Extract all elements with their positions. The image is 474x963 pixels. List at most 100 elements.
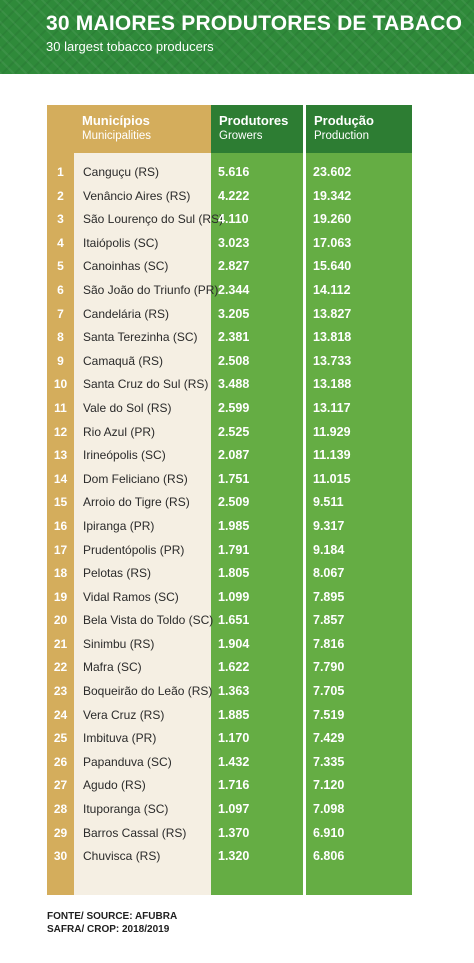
row-rank: 20 (53, 613, 68, 628)
row-growers: 3.023 (218, 235, 250, 250)
row-growers: 2.344 (218, 282, 250, 297)
row-growers: 2.508 (218, 353, 250, 368)
table-row: 5 Canoinhas (SC) 2.827 15.640 (47, 256, 412, 280)
table-row: 6 São João do Triunfo (PR) 2.344 14.112 (47, 280, 412, 304)
row-rank: 10 (53, 377, 68, 392)
table-row: 2 Venâncio Aires (RS) 4.222 19.342 (47, 186, 412, 210)
row-municipality: Sinimbu (RS) (83, 636, 155, 651)
header-growers-en: Growers (219, 130, 263, 142)
row-municipality: Canoinhas (SC) (83, 259, 169, 274)
row-rank: 5 (57, 259, 64, 274)
table-row: 4 Itaiópolis (SC) 3.023 17.063 (47, 233, 412, 257)
header-growers: Produtores Growers (211, 105, 303, 153)
row-rank: 11 (54, 400, 67, 415)
table-row: 12 Rio Azul (PR) 2.525 11.929 (47, 422, 412, 446)
crop-label: SAFRA/ CROP: 2018/2019 (47, 924, 170, 935)
row-production: 17.063 (313, 235, 352, 250)
row-municipality: Ituporanga (SC) (83, 802, 169, 817)
row-growers: 1.363 (218, 684, 250, 699)
row-municipality: Candelária (RS) (83, 306, 170, 321)
header-production: Produção Production (306, 105, 412, 153)
row-production: 7.335 (313, 754, 345, 769)
row-growers: 1.716 (218, 778, 250, 793)
header-municipios: Municípios (82, 113, 150, 128)
row-rank: 22 (53, 660, 68, 675)
header-municipalities: Municipalities (82, 130, 152, 142)
row-municipality: São Lourenço do Sul (RS) (83, 212, 224, 227)
row-production: 13.117 (313, 400, 351, 415)
row-municipality: Pelotas (RS) (83, 566, 152, 581)
row-rank: 6 (57, 282, 64, 297)
row-municipality: Dom Feliciano (RS) (83, 471, 188, 486)
row-municipality: Canguçu (RS) (83, 165, 160, 179)
row-growers: 2.599 (218, 400, 250, 415)
table-row: 29 Barros Cassal (RS) 1.370 6.910 (47, 823, 412, 847)
row-production: 7.098 (313, 802, 345, 817)
row-municipality: Arroio do Tigre (RS) (83, 495, 190, 510)
table-row: 22 Mafra (SC) 1.622 7.790 (47, 657, 412, 681)
row-production: 15.640 (313, 259, 352, 274)
row-production: 7.429 (313, 731, 345, 746)
table-row: 3 São Lourenço do Sul (RS) 4.110 19.260 (47, 209, 412, 233)
table-row: 17 Prudentópolis (PR) 1.791 9.184 (47, 540, 412, 564)
row-municipality: Rio Azul (PR) (83, 424, 156, 439)
source-label: FONTE/ SOURCE: AFUBRA (47, 911, 178, 922)
table-row: 20 Bela Vista do Toldo (SC) 1.651 7.857 (47, 610, 412, 634)
row-growers: 1.805 (218, 566, 250, 581)
rank-column-bg (47, 105, 74, 895)
row-growers: 5.616 (218, 165, 250, 179)
header-production-en: Production (314, 130, 369, 142)
row-production: 19.260 (313, 212, 352, 227)
row-production: 9.317 (313, 518, 345, 533)
row-rank: 9 (57, 353, 64, 368)
row-municipality: Ipiranga (PR) (83, 518, 155, 533)
row-rank: 18 (53, 566, 68, 581)
row-production: 13.818 (313, 330, 352, 345)
row-production: 7.519 (313, 707, 345, 722)
row-municipality: Bela Vista do Toldo (SC) (83, 613, 214, 628)
row-rank: 13 (53, 448, 68, 463)
row-growers: 1.622 (218, 660, 250, 675)
row-rank: 26 (53, 754, 68, 769)
table-row: 13 Irineópolis (SC) 2.087 11.139 (47, 445, 412, 469)
row-rank: 7 (57, 306, 64, 321)
table-body: 1 Canguçu (RS) 5.616 23.602 2 Venâncio Aires … (47, 162, 412, 870)
row-rank: 14 (53, 471, 68, 486)
row-rank: 4 (57, 235, 64, 250)
row-rank: 23 (53, 684, 68, 699)
row-municipality: Chuvisca (RS) (83, 849, 161, 864)
row-municipality: Vidal Ramos (SC) (83, 589, 179, 604)
growers-column-bg (211, 105, 303, 895)
table-row: 16 Ipiranga (PR) 1.985 9.317 (47, 516, 412, 540)
table-row: 9 Camaquã (RS) 2.508 13.733 (47, 351, 412, 375)
row-growers: 1.099 (218, 589, 250, 604)
row-growers: 2.381 (218, 330, 250, 345)
row-municipality: Agudo (RS) (83, 778, 146, 793)
table-row: 26 Papanduva (SC) 1.432 7.335 (47, 752, 412, 776)
header-produtores: Produtores (219, 113, 289, 128)
table-row: 27 Agudo (RS) 1.716 7.120 (47, 775, 412, 799)
row-rank: 30 (53, 849, 68, 864)
row-rank: 1 (57, 165, 64, 179)
row-production: 11.015 (313, 471, 351, 486)
row-municipality: Irineópolis (SC) (83, 448, 166, 463)
row-municipality: Imbituva (PR) (83, 731, 157, 746)
row-production: 23.602 (313, 165, 352, 179)
table-row: 7 Candelária (RS) 3.205 13.827 (47, 304, 412, 328)
row-municipality: Venâncio Aires (RS) (83, 188, 191, 203)
row-production: 14.112 (313, 282, 351, 297)
page-title: 30 MAIORES PRODUTORES DE TABACO (46, 12, 463, 35)
row-municipality: São João do Triunfo (PR) (83, 282, 219, 297)
row-growers: 1.651 (218, 613, 250, 628)
row-growers: 2.509 (218, 495, 250, 510)
row-production: 6.910 (313, 825, 345, 840)
header-producao: Produção (314, 113, 374, 128)
row-production: 7.790 (313, 660, 345, 675)
row-growers: 1.170 (218, 731, 250, 746)
row-municipality: Prudentópolis (PR) (83, 542, 185, 557)
row-municipality: Papanduva (SC) (83, 754, 172, 769)
table-row: 23 Boqueirão do Leão (RS) 1.363 7.705 (47, 681, 412, 705)
row-production: 7.120 (313, 778, 345, 793)
table-row: 21 Sinimbu (RS) 1.904 7.816 (47, 634, 412, 658)
row-production: 6.806 (313, 849, 345, 864)
